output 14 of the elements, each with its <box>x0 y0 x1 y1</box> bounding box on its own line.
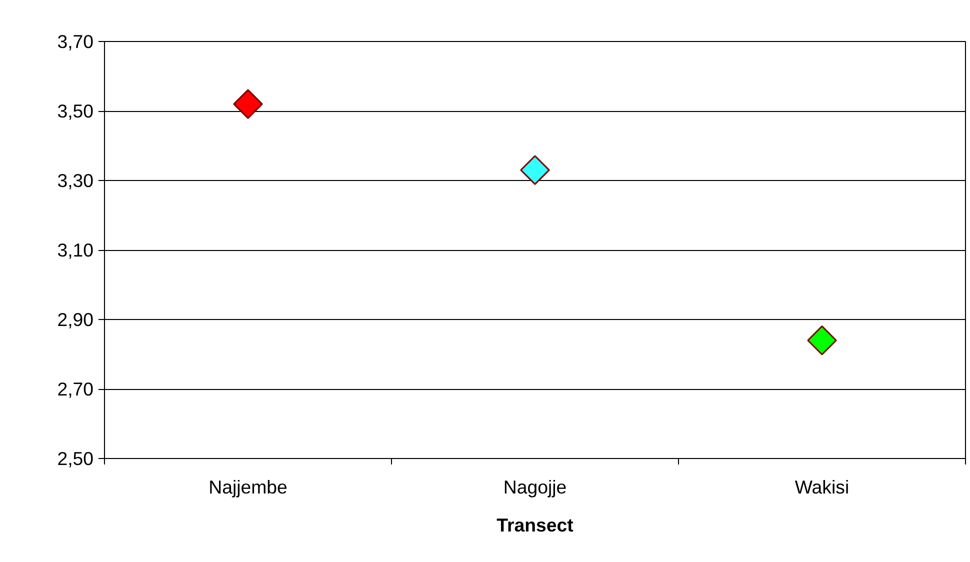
point <box>233 89 263 119</box>
y-tick-label: 3,50 <box>57 100 94 122</box>
point <box>520 155 550 185</box>
y-tick-label: 3,10 <box>57 240 94 260</box>
x-tick-label: Najjembe <box>208 476 288 498</box>
y-tick-label: 3,30 <box>57 170 94 191</box>
point <box>807 325 837 356</box>
x-tick-label: Nagojje <box>503 476 567 498</box>
y-tick-label: 3,70 <box>57 31 94 52</box>
y-tick-label: 2,70 <box>57 378 94 400</box>
x-tick-label: Wakisi <box>794 476 850 498</box>
y-tick-label: 2,90 <box>57 309 94 330</box>
x-axis-title: Transect <box>496 514 574 536</box>
y-tick-label: 2,50 <box>57 448 94 469</box>
